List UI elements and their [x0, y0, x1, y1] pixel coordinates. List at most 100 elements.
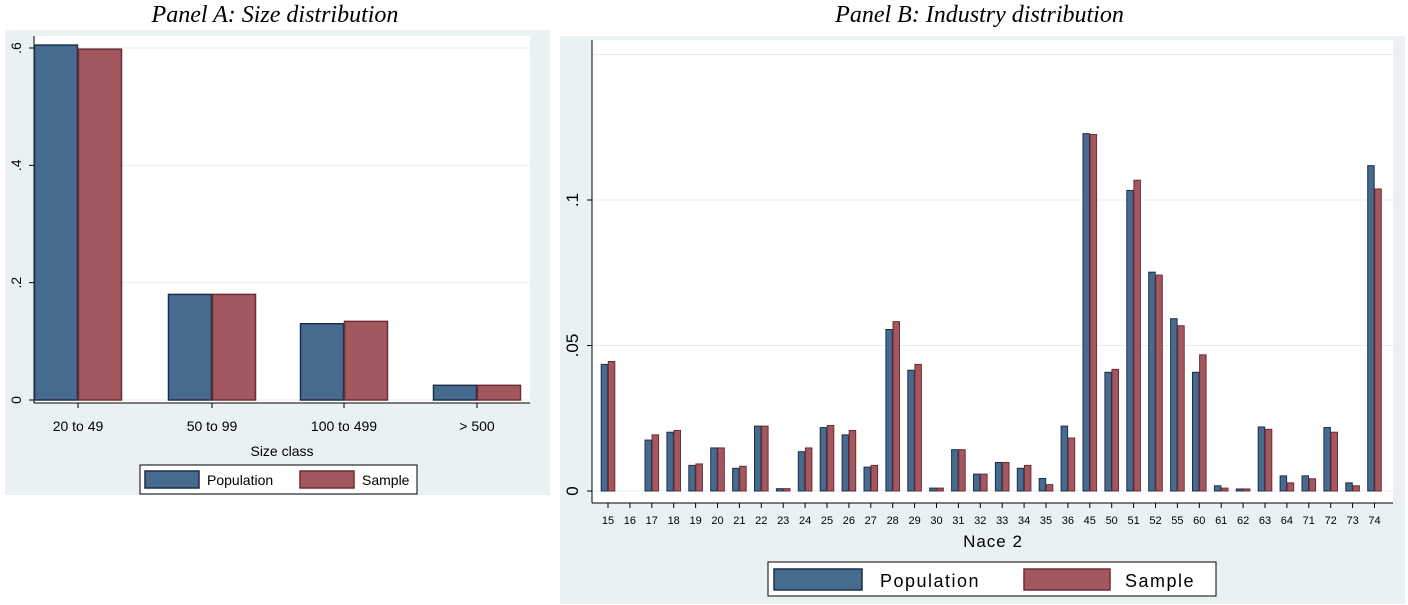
panel-b-bar-sample: [1264, 428, 1273, 492]
panel-b-bar-sample: [1330, 431, 1338, 492]
panel-b-bar-population: [994, 461, 1003, 492]
panel-b-x-tick-label: 51: [1127, 515, 1139, 527]
panel-b-bar-sample: [1133, 179, 1141, 492]
panel-b-bar-sample: [783, 488, 791, 492]
panel-b-x-tick-label: 23: [777, 515, 789, 527]
panel-b-x-tick-label: 34: [1018, 515, 1030, 527]
panel-b-bar-population: [1213, 485, 1222, 492]
panel-b-x-tick-label: 36: [1062, 515, 1074, 527]
panel-b-bar-sample: [1242, 488, 1251, 492]
panel-b-bar-population: [1301, 475, 1309, 492]
panel-b-bar-population: [1060, 425, 1069, 492]
panel-b-bar-population: [1038, 477, 1047, 492]
panel-b-x-tick-label: 15: [602, 515, 614, 527]
panel-b-bar-sample: [914, 363, 922, 492]
panel-a-y-tick-label: 0: [8, 396, 24, 404]
panel-b-bar-population: [1126, 189, 1134, 492]
panel-a-bar-sample: [211, 293, 257, 401]
panel-b-x-tick-label: 52: [1149, 515, 1161, 527]
panel-b-x-tick-label: 30: [930, 515, 942, 527]
panel-a-y-tick-label: .6: [8, 42, 24, 54]
panel-b-x-tick-label: 60: [1193, 515, 1205, 527]
panel-b-bar-sample: [1286, 482, 1295, 492]
panel-b-x-tick-label: 25: [821, 515, 833, 527]
panel-b-bar-sample: [761, 425, 769, 492]
panel-b-bar-population: [1257, 426, 1266, 492]
panel-b-bar-population: [1235, 488, 1244, 492]
panel-b-x-tick-label: 26: [843, 515, 855, 527]
panel-b-legend-swatch-population: [773, 568, 863, 591]
panel-b-x-tick-label: 20: [711, 515, 723, 527]
panel-b-bar-sample: [739, 465, 747, 492]
panel-b-bar-sample: [892, 321, 900, 492]
panel-a-legend-label-sample: Sample: [362, 472, 410, 488]
panel-b-y-tick-label: .05: [563, 334, 582, 358]
panel-b-bar-population: [710, 447, 718, 492]
panel-b-plot-area: [592, 40, 1393, 503]
panel-b-bar-sample: [980, 473, 988, 492]
panel-b-x-tick-label: 22: [755, 515, 767, 527]
panel-b-bar-population: [732, 467, 740, 492]
panel-b-bar-population: [1323, 427, 1331, 492]
panel-b-x-tick-label: 33: [996, 515, 1008, 527]
panel-b-bar-population: [1279, 475, 1288, 492]
panel-b-x-tick-label: 27: [865, 515, 877, 527]
panel-b-bar-sample: [695, 463, 703, 492]
panel-a-legend-swatch-sample: [299, 470, 355, 489]
panel-b-bar-population: [929, 487, 937, 492]
panel-b-x-tick-label: 55: [1171, 515, 1183, 527]
panel-b-bar-population: [1148, 271, 1156, 492]
panel-b-bar-population: [666, 431, 674, 492]
panel-b-x-tick-label: 63: [1259, 515, 1271, 527]
panel-b-x-tick-label: 32: [974, 515, 986, 527]
panel-a-x-tick-label: 100 to 499: [311, 418, 377, 434]
panel-b-bar-sample: [1023, 464, 1032, 492]
panel-b-x-tick-label: 35: [1040, 515, 1052, 527]
panel-b-bar-population: [841, 434, 850, 492]
panel-b-bar-population: [1082, 133, 1090, 492]
panel-b-bar-sample: [1111, 368, 1119, 492]
panel-b-bar-population: [797, 451, 806, 492]
panel-b-bar-sample: [1374, 188, 1382, 492]
panel-b-x-tick-label: 21: [733, 515, 745, 527]
panel-b-bar-sample: [1308, 478, 1317, 492]
panel-b-bar-sample: [936, 487, 944, 492]
panel-b-bar-sample: [1045, 484, 1054, 492]
panel-b-bar-population: [600, 363, 609, 492]
panel-a-legend-label-population: Population: [207, 472, 273, 488]
panel-a-x-axis-label: Size class: [250, 443, 313, 459]
panel-b-x-tick-label: 62: [1237, 515, 1249, 527]
panel-b-bar-population: [1367, 165, 1375, 492]
panel-b-y-tick-label: 0: [563, 486, 582, 495]
panel-b-x-tick-label: 72: [1325, 515, 1337, 527]
panel-b-x-tick-label: 50: [1106, 515, 1118, 527]
panel-a-bar-population: [299, 322, 345, 401]
panel-a-x-tick-label: 20 to 49: [53, 418, 104, 434]
panel-b-bar-sample: [826, 425, 835, 492]
panel-b-bar-population: [863, 466, 871, 492]
panel-b-y-tick-label: .1: [563, 193, 582, 207]
panel-b-bar-population: [1170, 318, 1178, 492]
panel-b-x-tick-label: 29: [908, 515, 920, 527]
panel-b-x-tick-label: 74: [1368, 515, 1380, 527]
panel-a-y-tick-label: .2: [8, 277, 24, 289]
panel-b-bar-sample: [717, 447, 725, 492]
panel-a-bar-sample: [343, 320, 389, 401]
panel-b-bar-sample: [651, 434, 660, 492]
panel-b-bar-sample: [804, 447, 813, 492]
panel-b-x-tick-label: 16: [624, 515, 636, 527]
panel-a-bar-population: [167, 293, 213, 401]
panel-b-legend-label-population: Population: [880, 571, 980, 591]
panel-b-x-tick-label: 18: [668, 515, 680, 527]
panel-b-bar-population: [1345, 482, 1353, 492]
panel-b-bar-population: [644, 439, 652, 492]
panel-b-bar-population: [775, 488, 784, 492]
panel-b-x-tick-label: 61: [1215, 515, 1227, 527]
panel-b-bar-population: [885, 328, 893, 492]
panel-b-x-tick-label: 71: [1303, 515, 1315, 527]
panel-b-bar-population: [754, 425, 762, 492]
panel-a-legend-swatch-population: [144, 470, 200, 489]
panel-b-bar-sample: [1067, 437, 1076, 492]
panel-b-bar-sample: [1177, 325, 1185, 492]
